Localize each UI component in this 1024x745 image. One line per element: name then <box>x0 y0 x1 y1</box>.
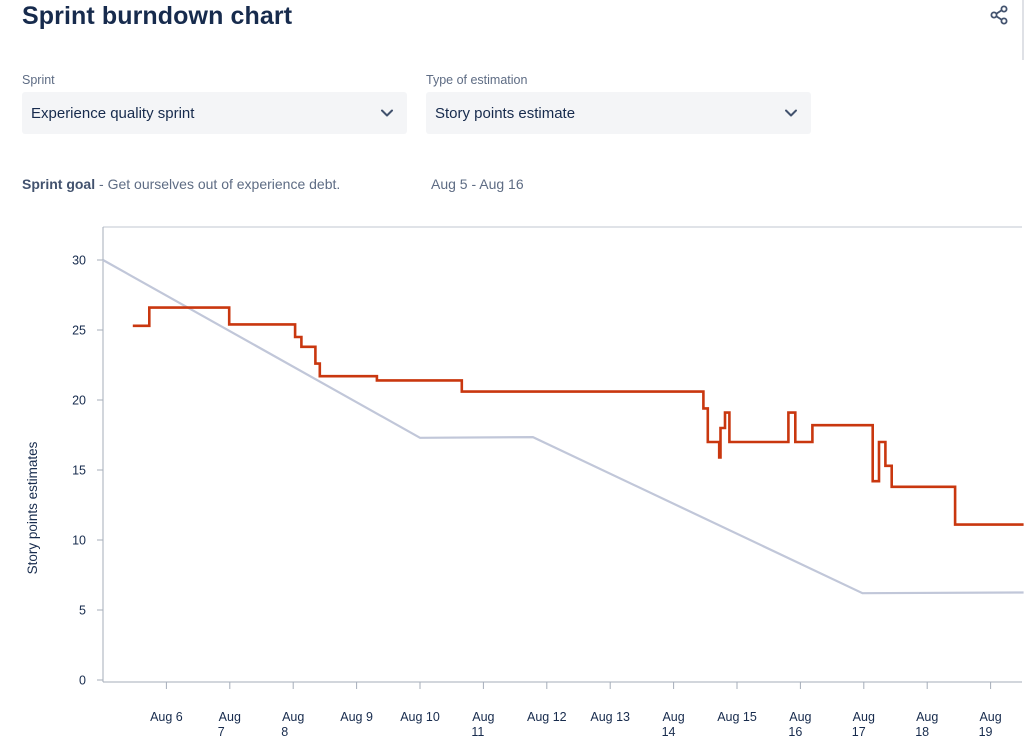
x-tick-label: Aug 13 <box>590 710 630 724</box>
x-tick-label: Aug <box>282 710 304 724</box>
x-tick-label: Aug <box>979 710 1001 724</box>
y-tick-label: 20 <box>72 394 86 408</box>
x-tick-label: 8 <box>281 725 288 739</box>
sprint-select[interactable]: Experience quality sprint <box>22 92 407 134</box>
x-tick-label: Aug <box>916 710 938 724</box>
y-tick-label: 15 <box>72 464 86 478</box>
x-tick-label: Aug 9 <box>340 710 373 724</box>
x-tick-label: Aug <box>472 710 494 724</box>
share-button[interactable] <box>984 0 1014 30</box>
estimation-field: Type of estimation Story points estimate <box>426 72 811 134</box>
share-icon <box>990 5 1008 25</box>
sprint-goal-label: Sprint goal <box>22 176 96 192</box>
y-tick-label: 30 <box>72 254 86 268</box>
chevron-down-icon <box>785 109 797 117</box>
sprint-goal-text: Get ourselves out of experience debt. <box>107 176 341 192</box>
x-tick-label: Aug <box>789 710 811 724</box>
x-tick-label: 17 <box>852 725 866 739</box>
x-tick-label: 14 <box>662 725 676 739</box>
sprint-field: Sprint Experience quality sprint <box>22 72 407 134</box>
sprint-goal: Sprint goal - Get ourselves out of exper… <box>22 176 582 192</box>
y-axis: 0 5 10 15 20 25 30 <box>72 254 103 688</box>
x-tick-label: 16 <box>788 725 802 739</box>
x-tick-label: 18 <box>915 725 929 739</box>
x-tick-label: Aug 12 <box>527 710 567 724</box>
chart-series <box>102 259 1024 595</box>
estimation-select-value: Story points estimate <box>435 104 576 122</box>
guideline-series <box>102 259 1024 595</box>
remaining-series <box>132 306 1024 526</box>
y-axis-label: Story points estimates <box>25 441 40 574</box>
chart-frame <box>102 226 1022 683</box>
x-tick-label: Aug <box>219 710 241 724</box>
y-tick-label: 10 <box>72 534 86 548</box>
x-tick-label: Aug 15 <box>717 710 757 724</box>
y-tick-label: 25 <box>72 324 86 338</box>
sprint-goal-separator: - <box>95 176 108 192</box>
page-title: Sprint burndown chart <box>22 2 293 30</box>
x-tick-label: 11 <box>471 725 484 739</box>
x-tick-label: Aug 10 <box>400 710 440 724</box>
x-tick-label: 7 <box>218 725 225 739</box>
chevron-down-icon <box>381 109 393 117</box>
y-tick-label: 5 <box>79 604 86 618</box>
panel-divider <box>1022 0 1024 60</box>
x-tick-label: Aug 6 <box>150 710 183 724</box>
sprint-dates: Aug 5 - Aug 16 <box>431 176 524 192</box>
estimation-select[interactable]: Story points estimate <box>426 92 811 134</box>
x-tick-label: 19 <box>979 725 993 739</box>
sprint-label: Sprint <box>22 73 55 87</box>
sprint-select-value: Experience quality sprint <box>31 104 195 122</box>
estimation-label: Type of estimation <box>426 73 528 87</box>
y-tick-label: 0 <box>79 674 86 688</box>
x-tick-label: Aug <box>853 710 875 724</box>
x-tick-label: Aug <box>662 710 684 724</box>
